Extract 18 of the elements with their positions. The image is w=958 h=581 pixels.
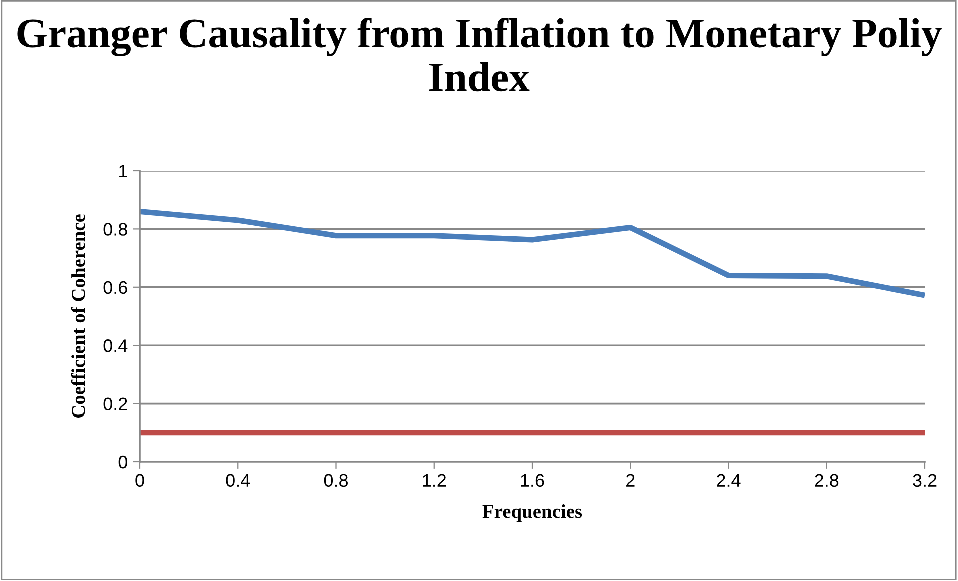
y-tick-label: 0.6 [104,281,128,294]
x-tick-label: 3.2 [913,474,937,488]
x-tick-label: 2 [626,474,635,487]
y-tick-label: 1 [120,165,128,178]
x-tick-label: 0 [136,474,144,488]
y-tick-label: 0.4 [104,340,128,352]
x-tick-label: 1.6 [521,474,544,488]
x-tick-label: 0.8 [324,474,348,488]
x-tick-label: 2.8 [815,474,839,488]
y-axis-title: Coefficient of Coherence [71,214,86,418]
y-tick-label: 0.2 [104,398,128,411]
y-tick-label: 0 [118,456,128,469]
y-tick-label: 0.8 [104,223,128,236]
x-tick-label: 1.2 [423,474,446,487]
x-tick-label: 0.4 [226,474,250,488]
x-tick-label: 2.4 [717,474,741,487]
x-axis-title: Frequencies [482,504,582,522]
chart-title: Granger Causality from Inflation to Monetary Poliy Index [18,18,942,92]
